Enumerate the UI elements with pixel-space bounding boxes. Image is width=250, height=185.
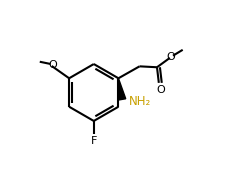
Text: O: O	[48, 60, 57, 70]
Text: O: O	[156, 85, 165, 95]
Text: F: F	[90, 136, 97, 146]
Text: NH₂: NH₂	[128, 95, 151, 108]
Text: O: O	[166, 52, 175, 62]
Polygon shape	[118, 78, 126, 100]
